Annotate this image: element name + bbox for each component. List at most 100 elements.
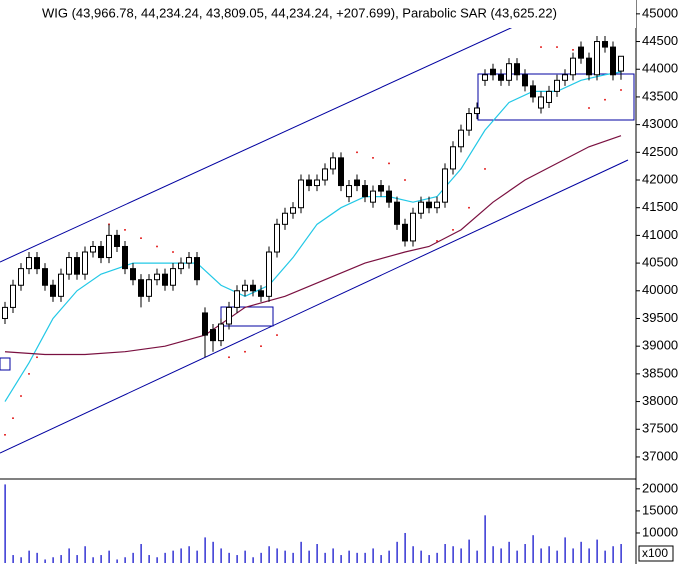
candle-body [418,201,424,214]
candle-body [234,290,240,308]
y-tick-label: 44500 [642,33,678,48]
candle-body [194,257,200,281]
volume-bar [220,548,222,563]
y-tick-label: 40000 [642,282,678,297]
volume-bar [252,557,254,563]
channel-line [0,159,629,454]
candle-body [202,312,208,336]
candle-body [594,41,600,76]
candle-body [186,257,192,264]
volume-bar [340,555,342,563]
sar-dot [124,229,126,231]
volume-bar [196,550,198,563]
y-tick-label: 43500 [642,88,678,103]
volume-bar [4,484,6,563]
y-tick-label: 42000 [642,171,678,186]
candle-body [386,190,392,203]
candle-body [306,179,312,187]
y-tick-label: 44000 [642,61,678,76]
volume-bar [300,541,302,563]
candle-body [250,284,256,292]
sar-dot [604,98,606,101]
volume-bar [428,555,430,563]
volume-bar [188,546,190,563]
volume-bar [420,550,422,563]
sar-dot [28,373,30,375]
y-tick-label: 41000 [642,227,678,242]
sar-dot [36,356,38,359]
volume-bar [540,548,542,563]
unit-box [638,545,674,562]
candle-body [138,279,144,297]
volume-bar [604,550,606,563]
candle-body [562,74,568,81]
candle-body [426,201,432,209]
candle-body [266,251,272,297]
volume-bar [548,546,550,563]
volume-bar [180,548,182,563]
sar-dot [452,229,454,231]
candle-body [154,273,160,281]
candle-body [74,257,80,275]
volume-bar [124,557,126,563]
volume-unit: x100 [642,546,668,560]
candle-body [354,179,360,187]
sar-dot [484,168,486,170]
y-tick-label: 40500 [642,255,678,270]
volume-bar [316,544,318,563]
volume-tick-label: 15000 [642,502,678,517]
volume-bar [484,515,486,563]
volume-bar [44,559,46,563]
candle-body [506,63,512,81]
volume-bar [396,541,398,563]
volume-bar [564,537,566,563]
volume-tick-label: 10000 [642,524,678,539]
candle-body [586,57,592,76]
volume-bar [12,555,14,563]
marks [2,36,624,563]
candle-body [442,168,448,203]
volume-bar [452,546,454,563]
candle-body [346,185,352,198]
sar-dot [468,206,470,209]
candle-body [82,251,88,275]
candle-body [578,46,584,59]
candle-body [522,74,528,87]
volume-bar [492,546,494,563]
volume-bar [524,544,526,563]
candle-body [258,290,264,297]
sar-dot [228,356,230,359]
candle-body [370,190,376,203]
volume-bar [588,548,590,563]
volume-bar [260,552,262,563]
candle-body [330,157,336,170]
volume-bar [476,550,478,563]
volume-bar [204,537,206,563]
volume-bar [212,541,214,563]
volume-bar [404,532,406,563]
sar-dot [260,345,262,347]
volume-bar [460,548,462,563]
volume-bar [36,552,38,563]
volume-bar [116,559,118,563]
volume-bar [532,535,534,563]
candle-body [514,63,520,76]
sar-dot [572,49,574,51]
sar-dot [276,334,278,336]
candle-body [10,284,16,308]
volume-bar [348,550,350,563]
sar-dot [356,151,358,154]
candle-body [362,185,368,198]
candle-body [34,257,40,270]
volume-bar [68,548,70,563]
volume-bar [244,550,246,563]
candle-body [410,212,416,242]
volume-tick-label: 20000 [642,480,678,495]
y-tick-label: 38000 [642,393,678,408]
volume-bar [500,548,502,563]
candle-body [146,279,152,297]
sar-dot [540,46,542,48]
volume-bar [356,552,358,563]
